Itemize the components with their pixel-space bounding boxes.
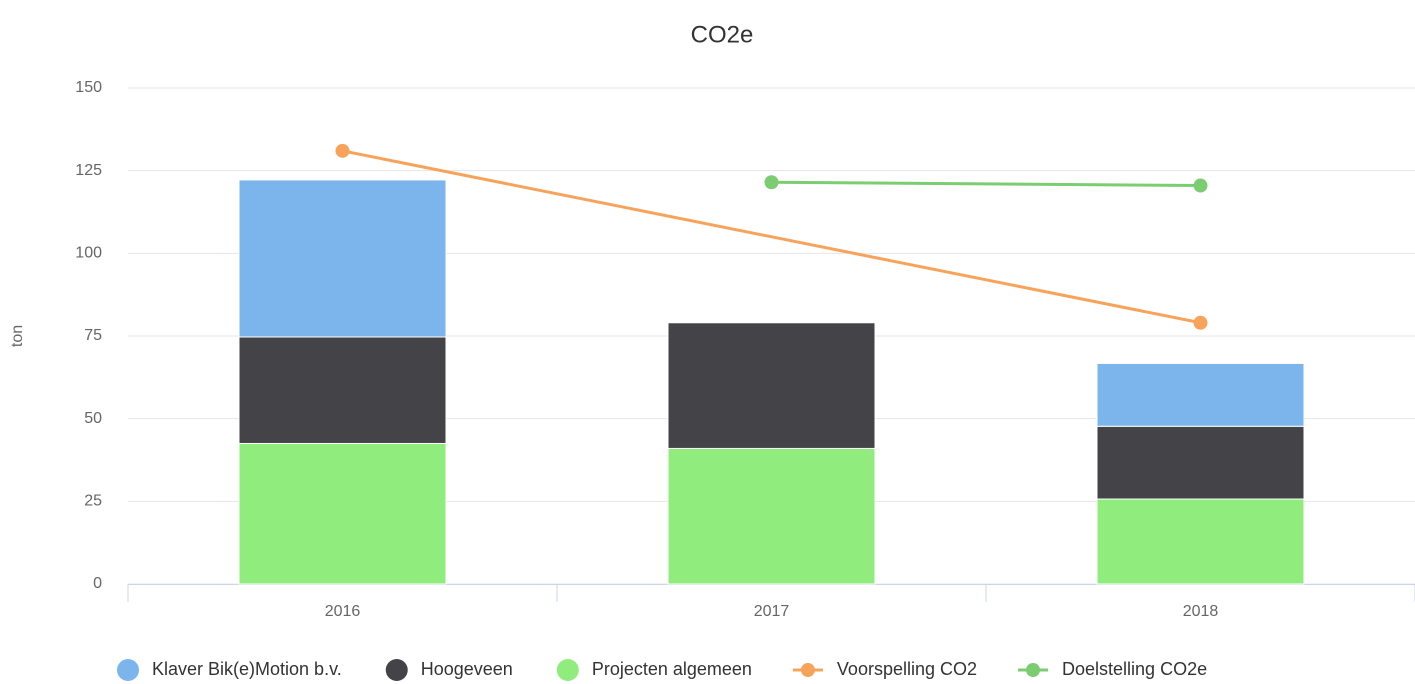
- legend-item: Voorspelling CO2: [792, 659, 977, 679]
- legend-label: Klaver Bik(e)Motion b.v.: [152, 659, 342, 679]
- bar-segment: [238, 442, 447, 585]
- legend-symbol: [117, 659, 139, 681]
- legend-label: Voorspelling CO2: [837, 659, 977, 679]
- legend-item: Klaver Bik(e)Motion b.v.: [117, 659, 342, 681]
- legend-label: Doelstelling CO2e: [1062, 659, 1207, 679]
- bar-segment: [1096, 498, 1305, 585]
- legend-symbol: [1026, 663, 1041, 677]
- line-marker: [1193, 178, 1208, 193]
- legend-symbol: [556, 659, 579, 681]
- legend-symbol: [800, 663, 815, 677]
- y-tick-label: 0: [93, 575, 102, 592]
- bar-segment: [667, 447, 876, 585]
- y-tick-label: 25: [84, 493, 102, 510]
- bar-segment: [1096, 425, 1305, 500]
- bar-segment: [1096, 362, 1305, 427]
- legend-item: Projecten algemeen: [556, 659, 752, 681]
- y-tick-label: 125: [75, 162, 102, 179]
- line-marker: [335, 143, 350, 158]
- legend-symbol: [385, 659, 408, 681]
- chart-title: CO2e: [691, 21, 754, 48]
- y-tick-label: 100: [75, 245, 102, 262]
- legend-item: Doelstelling CO2e: [1018, 659, 1207, 679]
- legend-item: Hoogeveen: [385, 659, 513, 681]
- bar-segment: [238, 336, 447, 444]
- bar-segment: [238, 179, 447, 338]
- line: [342, 149, 1201, 325]
- line-marker: [764, 175, 779, 190]
- x-tick-label: 2017: [754, 603, 790, 620]
- y-axis-label: ton: [9, 325, 26, 347]
- legend-label: Hoogeveen: [421, 659, 513, 679]
- x-tick-label: 2016: [325, 603, 361, 620]
- y-tick-label: 150: [75, 79, 102, 96]
- line-marker: [1193, 315, 1208, 330]
- bar-segment: [667, 322, 876, 449]
- x-tick-label: 2018: [1183, 603, 1219, 620]
- line: [771, 180, 1201, 188]
- legend-label: Projecten algemeen: [592, 659, 752, 679]
- y-tick-label: 75: [84, 327, 102, 344]
- y-tick-label: 50: [84, 410, 102, 427]
